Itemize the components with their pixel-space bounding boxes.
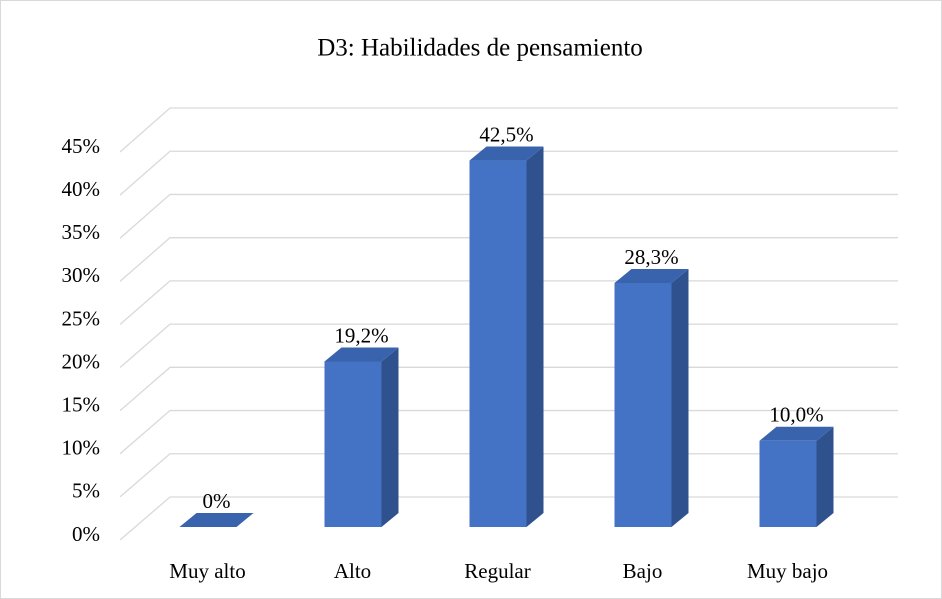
bar-top xyxy=(759,426,834,441)
bar xyxy=(469,146,544,528)
bar-front xyxy=(469,160,527,528)
bar-side xyxy=(671,268,689,527)
value-label: 19,2% xyxy=(334,323,388,347)
y-tick-label: 10% xyxy=(62,436,101,460)
bar xyxy=(179,513,254,527)
x-tick-label: Bajo xyxy=(623,559,663,583)
x-tick-label: Alto xyxy=(334,559,371,583)
y-tick-label: 20% xyxy=(62,349,101,373)
bar-top xyxy=(179,513,254,527)
x-tick-label: Muy alto xyxy=(169,559,245,583)
bar-side xyxy=(526,146,544,528)
bar-side xyxy=(381,347,399,527)
y-tick-label: 0% xyxy=(72,522,100,546)
x-tick-label: Muy bajo xyxy=(747,559,828,583)
bar xyxy=(759,426,834,527)
bar xyxy=(324,347,399,527)
bar xyxy=(614,268,689,527)
y-tick-label: 45% xyxy=(62,134,101,158)
y-tick-label: 30% xyxy=(62,263,101,287)
y-tick-label: 40% xyxy=(62,177,101,201)
y-tick-label: 5% xyxy=(72,479,100,503)
bar-front xyxy=(614,282,672,527)
grid-line xyxy=(119,150,898,196)
value-label: 10,0% xyxy=(769,403,823,427)
bar-front xyxy=(759,440,817,527)
bar-top xyxy=(324,347,399,362)
value-label: 42,5% xyxy=(479,122,533,146)
y-tick-label: 25% xyxy=(62,306,101,330)
value-label: 28,3% xyxy=(624,245,678,269)
y-tick-label: 15% xyxy=(62,392,101,416)
bar-top xyxy=(614,268,689,283)
chart-title: D3: Habilidades de pensamiento xyxy=(317,35,643,62)
grid-line xyxy=(119,237,898,282)
bar-side xyxy=(816,426,834,527)
bar-top xyxy=(469,146,544,161)
y-tick-label: 35% xyxy=(62,220,101,244)
grid-line xyxy=(119,193,898,239)
x-tick-label: Regular xyxy=(464,559,530,583)
value-label: 0% xyxy=(203,489,231,513)
grid-line xyxy=(119,107,898,153)
bar-front xyxy=(324,361,382,527)
